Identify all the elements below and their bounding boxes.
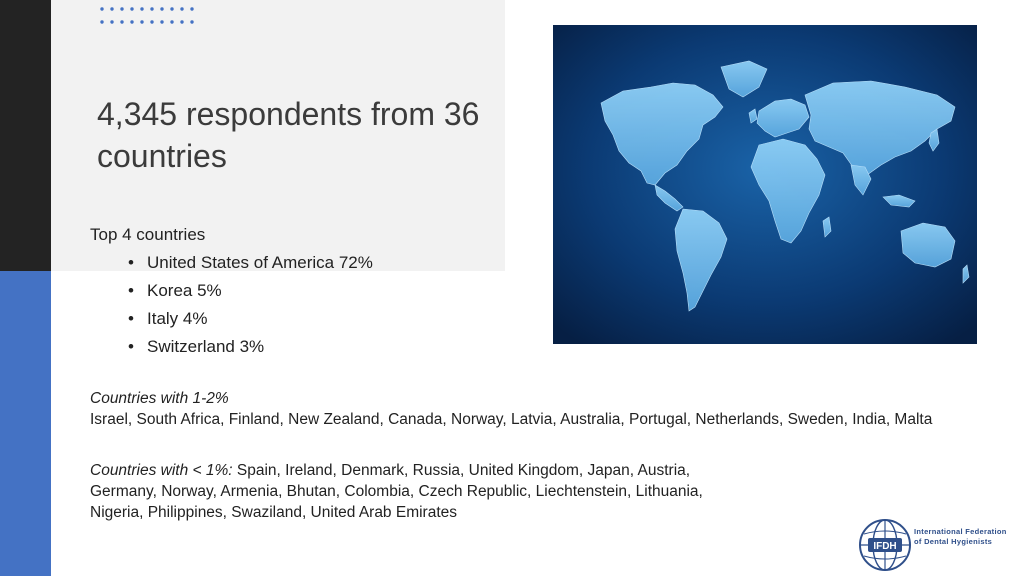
left-accent-bar-blue [0, 271, 51, 576]
countries-1-2-percent: Countries with 1-2% Israel, South Africa… [90, 388, 1000, 430]
title-panel [51, 0, 505, 271]
logo-line-1: International Federation [914, 527, 1007, 536]
left-accent-bar-dark [0, 0, 51, 271]
countries-1-2-list: Israel, South Africa, Finland, New Zeala… [90, 411, 933, 428]
dot-grid-icon [100, 7, 194, 24]
slide-title: 4,345 respondents from 36 countries [97, 96, 480, 174]
logo-line-2: of Dental Hygienists [914, 537, 993, 546]
logo-text: International Federation of Dental Hygie… [914, 527, 1007, 547]
list-item: Switzerland 3% [90, 333, 373, 361]
ifdh-logo: IFDH International Federation of Dental … [858, 518, 1018, 572]
countries-less-1-list: Spain, Ireland, Denmark, Russia, United … [90, 462, 703, 521]
top-countries-list: Top 4 countries United States of America… [90, 221, 373, 361]
logo-abbr: IFDH [873, 541, 896, 552]
top-countries-heading: Top 4 countries [90, 225, 206, 244]
countries-1-2-label: Countries with 1-2% [90, 390, 229, 407]
list-item: Korea 5% [90, 277, 373, 305]
list-item: United States of America 72% [90, 249, 373, 277]
countries-less-1-percent: Countries with < 1%: Spain, Ireland, Den… [90, 460, 730, 523]
globe-logo-icon: IFDH [859, 519, 911, 571]
countries-less-1-label: Countries with < 1%: [90, 462, 233, 479]
world-map-image [553, 25, 977, 344]
list-item: Italy 4% [90, 305, 373, 333]
